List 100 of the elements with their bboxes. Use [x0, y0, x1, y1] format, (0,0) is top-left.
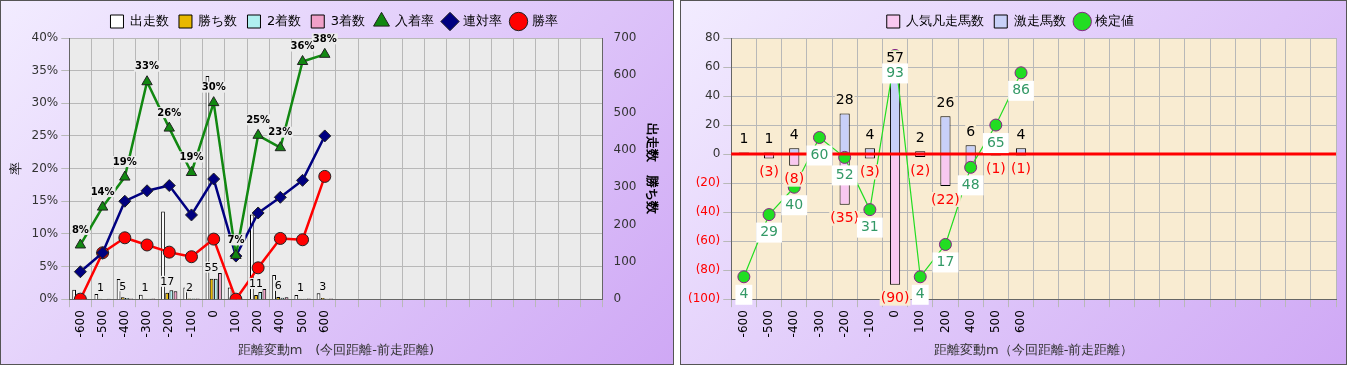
data-label: 2 — [915, 128, 925, 145]
data-label: (1) — [1011, 160, 1031, 177]
x-tick-label: -400 — [116, 310, 131, 338]
y-tick-label: 35% — [31, 62, 59, 77]
data-label: 1 — [739, 130, 749, 147]
y2-tick-label: 600 — [613, 67, 637, 82]
x-tick-label: 0 — [887, 310, 902, 318]
legend-label: 入着率 — [394, 12, 434, 28]
data-label: 19% — [112, 155, 137, 167]
x-axis-title: 距離変動m（今回距離-前走距離） — [933, 341, 1134, 357]
legend-label: 勝ち数 — [198, 12, 238, 28]
data-label: 1 — [296, 281, 304, 295]
data-label: 17 — [936, 253, 955, 270]
data-label: 4 — [789, 125, 799, 142]
x-tick-label: 200 — [250, 310, 265, 334]
y-tick-label: (20) — [695, 175, 721, 190]
y-tick-label: 25% — [31, 128, 59, 143]
x-tick-label: -500 — [761, 310, 776, 338]
x-tick-label: 100 — [228, 310, 243, 334]
x-tick-label: -600 — [735, 310, 750, 338]
y-axis-title: 率 — [8, 162, 24, 176]
y-tick-label: 60 — [704, 59, 721, 74]
x-tick-label: -500 — [94, 310, 109, 338]
legend-label: 検定値 — [1095, 12, 1135, 28]
data-label: 65 — [986, 133, 1005, 150]
data-label: 40 — [785, 195, 804, 212]
y-tick-label: (60) — [695, 233, 721, 248]
data-label: 23% — [268, 126, 293, 138]
data-label: 28 — [835, 91, 854, 108]
y-tick-label: 20 — [704, 117, 721, 132]
data-label: 52 — [835, 166, 854, 183]
y-tick-label: 40% — [31, 30, 59, 45]
data-label: 26 — [936, 93, 955, 110]
data-label: 2 — [185, 280, 193, 294]
data-label: 19% — [179, 151, 204, 163]
x-tick-label: 0 — [205, 310, 220, 318]
x-tick-label: -100 — [861, 310, 876, 338]
y-tick-label: (80) — [695, 262, 721, 277]
y-tick-label: 0 — [712, 146, 721, 161]
data-label: 11 — [249, 277, 264, 291]
data-label: 38% — [312, 32, 337, 44]
x-tick-label: 600 — [1013, 310, 1028, 334]
data-label: 6 — [274, 279, 282, 293]
y-tick-label: (100) — [687, 291, 721, 306]
y-tick-label: 10% — [31, 226, 59, 240]
x-tick-label: 600 — [316, 310, 331, 334]
legend-label: 出走数 — [129, 12, 169, 28]
legend-label: 2着数 — [266, 12, 302, 28]
y2-tick-label: 700 — [613, 30, 637, 45]
x-tick-label: 400 — [272, 310, 287, 334]
x-tick-label: -200 — [161, 310, 176, 338]
data-label: 8% — [71, 223, 89, 235]
data-label: (90) — [880, 289, 910, 306]
legend-label: 勝率 — [531, 12, 558, 28]
data-label: 1 — [764, 130, 774, 147]
x-tick-label: 500 — [294, 310, 309, 334]
data-label: 17 — [160, 275, 175, 289]
data-label: (3) — [859, 163, 880, 180]
data-label: 25% — [246, 113, 271, 125]
y2-tick-label: 0 — [613, 291, 622, 306]
x-tick-label: -200 — [836, 310, 851, 338]
x-tick-label: -400 — [786, 310, 801, 338]
y-tick-label: 0% — [39, 291, 59, 306]
y2-tick-label: 200 — [613, 216, 637, 231]
data-label: (8) — [784, 170, 805, 187]
y-tick-label: 20% — [31, 160, 59, 175]
data-label: 5 — [119, 279, 127, 293]
y2-axis-title: 出走数 勝ち数 — [644, 123, 660, 216]
data-label: 86 — [1012, 81, 1031, 98]
x-tick-label: -600 — [72, 310, 87, 338]
data-label: 48 — [961, 175, 980, 192]
data-label: 30% — [201, 81, 226, 93]
legend-label: 連対率 — [463, 12, 503, 28]
data-label: 6 — [966, 123, 976, 140]
y-tick-label: 80 — [704, 30, 721, 45]
x-tick-label: -300 — [811, 310, 826, 338]
data-label: (22) — [931, 190, 960, 207]
legend-label: 3着数 — [330, 12, 366, 28]
y2-tick-label: 500 — [613, 104, 637, 119]
data-label: (3) — [759, 163, 779, 180]
data-label: 4 — [915, 285, 925, 302]
data-label: 3 — [319, 280, 327, 294]
y2-tick-label: 300 — [613, 179, 637, 194]
data-label: 31 — [860, 218, 879, 235]
data-label: 7% — [227, 234, 245, 246]
y-tick-label: 30% — [31, 95, 59, 110]
data-label: 4 — [865, 125, 875, 142]
x-tick-label: -300 — [139, 310, 154, 338]
data-label: 4 — [1016, 125, 1026, 142]
legend-label: 激走馬数 — [1013, 12, 1066, 28]
data-label: 1 — [97, 281, 105, 295]
x-tick-label: 100 — [912, 310, 927, 334]
data-label: 60 — [810, 146, 829, 163]
data-label: 57 — [886, 49, 904, 66]
y-tick-label: 15% — [31, 193, 59, 208]
data-label: 1 — [141, 281, 149, 295]
y-tick-label: 40 — [704, 88, 721, 103]
y2-tick-label: 400 — [613, 142, 637, 157]
data-label: 26% — [157, 106, 182, 118]
legend-label: 人気凡走馬数 — [906, 12, 985, 28]
